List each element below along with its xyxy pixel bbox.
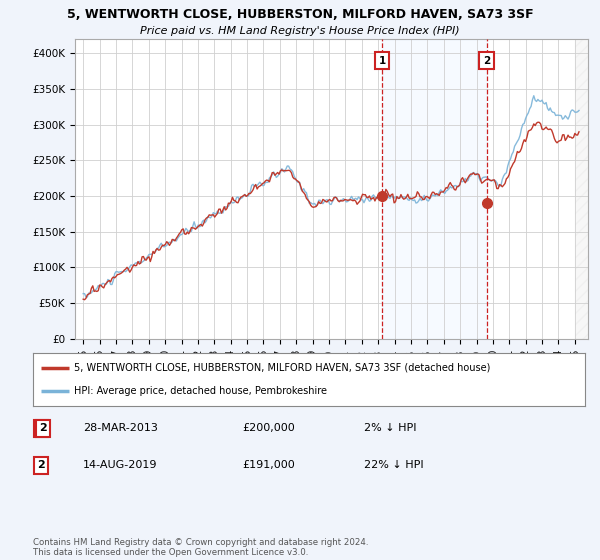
Text: 2% ↓ HPI: 2% ↓ HPI — [364, 423, 416, 433]
Text: £191,000: £191,000 — [243, 460, 296, 470]
Text: 14-AUG-2019: 14-AUG-2019 — [83, 460, 157, 470]
Bar — [575, 39, 591, 339]
Text: 2: 2 — [39, 423, 47, 433]
Text: 5, WENTWORTH CLOSE, HUBBERSTON, MILFORD HAVEN, SA73 3SF (detached house): 5, WENTWORTH CLOSE, HUBBERSTON, MILFORD … — [74, 363, 491, 373]
Text: HPI: Average price, detached house, Pembrokeshire: HPI: Average price, detached house, Pemb… — [74, 386, 328, 396]
Text: Contains HM Land Registry data © Crown copyright and database right 2024.
This d: Contains HM Land Registry data © Crown c… — [33, 538, 368, 557]
Text: 2: 2 — [37, 460, 45, 470]
Text: 28-MAR-2013: 28-MAR-2013 — [83, 423, 158, 433]
Text: £200,000: £200,000 — [243, 423, 296, 433]
Text: 2: 2 — [483, 55, 490, 66]
Bar — [382, 39, 487, 339]
Text: Price paid vs. HM Land Registry's House Price Index (HPI): Price paid vs. HM Land Registry's House … — [140, 26, 460, 36]
Text: 1: 1 — [37, 423, 45, 433]
Text: 22% ↓ HPI: 22% ↓ HPI — [364, 460, 424, 470]
Text: 5, WENTWORTH CLOSE, HUBBERSTON, MILFORD HAVEN, SA73 3SF: 5, WENTWORTH CLOSE, HUBBERSTON, MILFORD … — [67, 8, 533, 21]
Text: 1: 1 — [379, 55, 386, 66]
